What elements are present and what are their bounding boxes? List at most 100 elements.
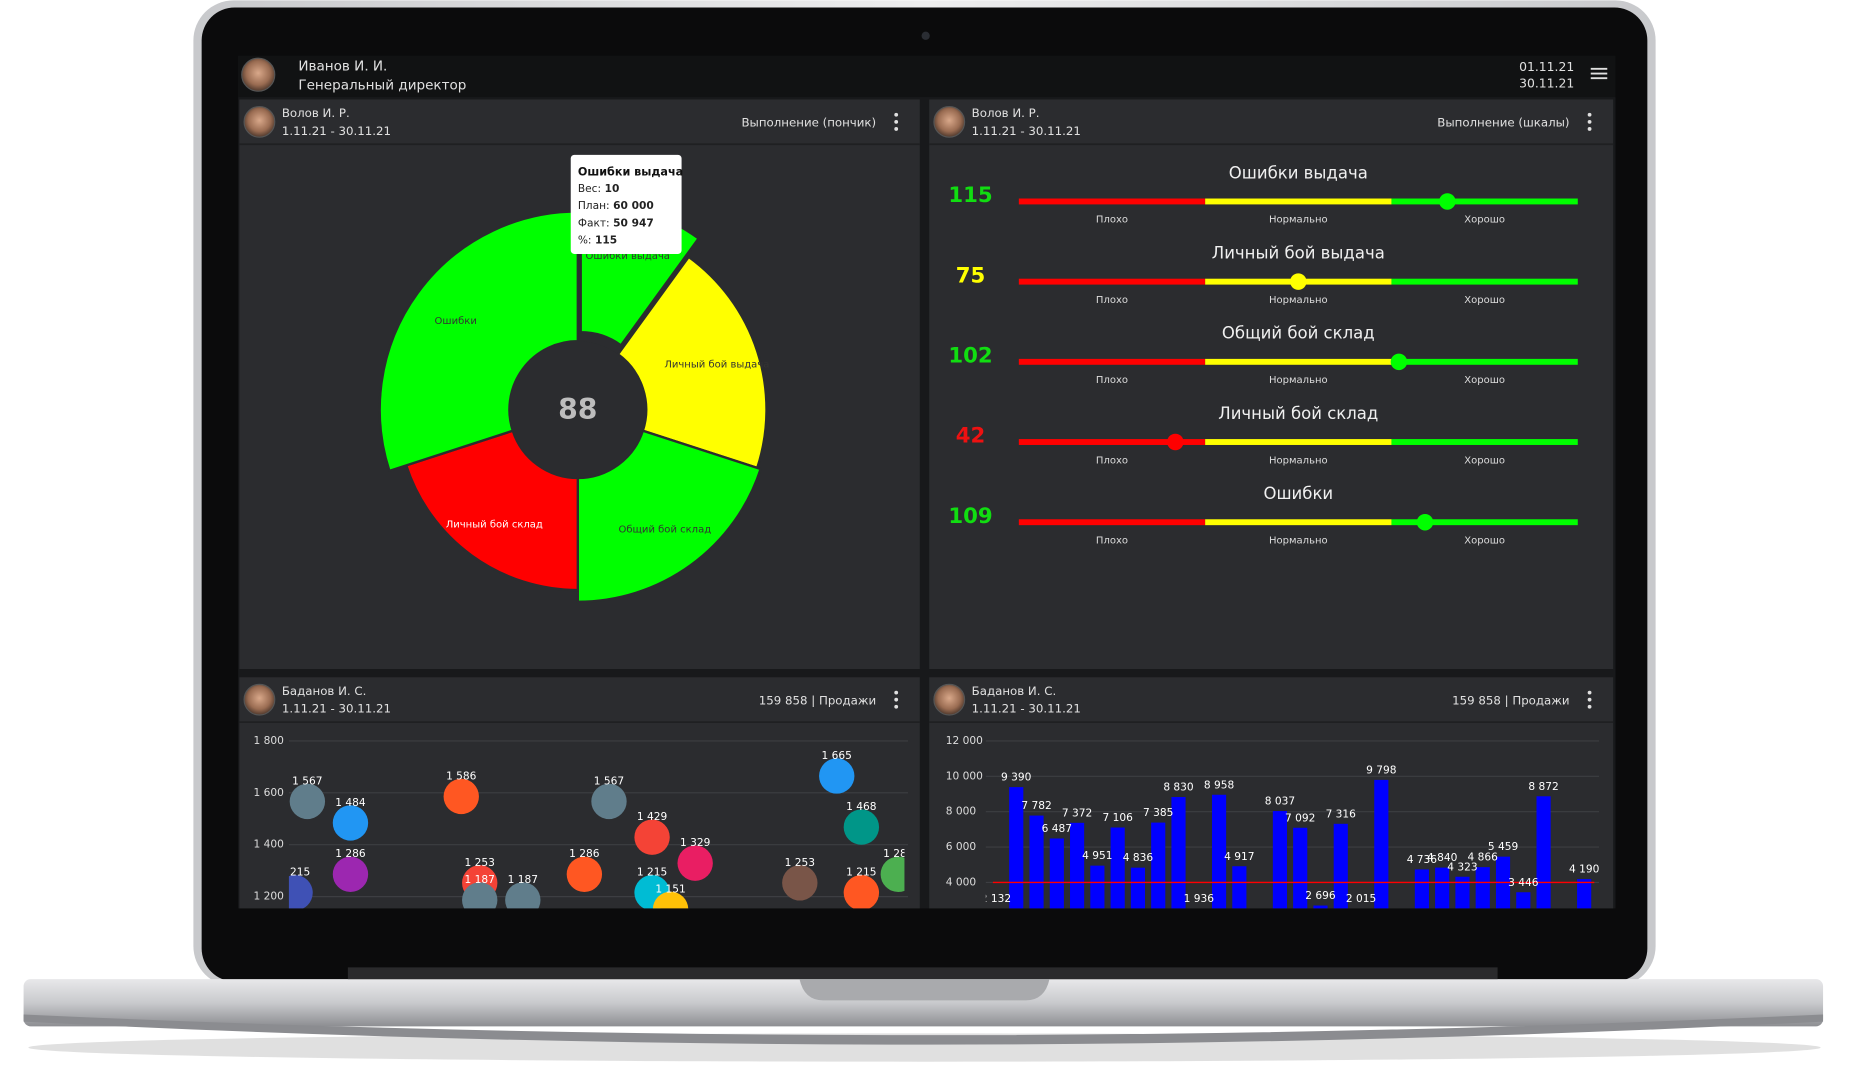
- center-value: 88: [558, 393, 597, 426]
- bubble: [652, 891, 689, 909]
- menu-button[interactable]: [1587, 112, 1592, 131]
- bar-label: 4 190: [1569, 863, 1600, 876]
- y-tick-label: 1 400: [254, 838, 285, 851]
- bubble: [677, 845, 713, 881]
- bubble-label: 1 665: [822, 749, 852, 762]
- menu-dot: [894, 112, 899, 117]
- gauge-band: [1205, 519, 1392, 526]
- bubble-label: 1 286: [335, 847, 366, 860]
- gauge-value: 109: [948, 504, 992, 529]
- bar-label: 4 840: [1427, 851, 1458, 864]
- bar-label: 5 459: [1488, 840, 1518, 853]
- segment-label: Личный бой склад: [446, 519, 543, 531]
- menu-dot: [894, 690, 899, 695]
- bubble-label: 1 429: [637, 810, 667, 823]
- gauge-band-label: Плохо: [1096, 455, 1128, 466]
- gauge-band-label: Нормально: [1269, 375, 1328, 386]
- menu-button[interactable]: [894, 112, 899, 131]
- gauge-title: Личный бой выдача: [1212, 243, 1385, 262]
- menu-button[interactable]: [1587, 690, 1592, 709]
- panel-bg: [929, 99, 1614, 670]
- bar-label: 7 092: [1285, 811, 1315, 824]
- panel-period: 1.11.21 - 30.11.21: [972, 702, 1081, 716]
- bubble-label: 1 586: [446, 769, 477, 782]
- bar-label: 9 390: [1001, 771, 1032, 784]
- bubble: [332, 805, 369, 841]
- bar-label: 9 798: [1366, 763, 1397, 776]
- tooltip-value: 115: [595, 233, 617, 246]
- gauge-title: Общий бой склад: [1222, 324, 1375, 343]
- bar-label: 7 372: [1062, 806, 1092, 819]
- panel: Волов И. Р. 1.11.21 - 30.11.21 Выполнение …: [929, 99, 1614, 670]
- panel-title: Выполнение (шкалы): [1437, 116, 1569, 130]
- bubble-label: 1 215: [846, 866, 876, 879]
- bubble-label: 1 187: [465, 873, 495, 886]
- bar: [1110, 827, 1125, 909]
- bar: [1029, 815, 1044, 909]
- bubble: [462, 882, 498, 909]
- menu-button[interactable]: [894, 690, 899, 709]
- avatar: [241, 57, 276, 92]
- gauge-band-label: Нормально: [1269, 535, 1328, 546]
- bar-label: 4 836: [1123, 851, 1154, 864]
- tooltip-value: 50 947: [613, 216, 654, 229]
- bar-label: 4 866: [1468, 851, 1499, 864]
- gauge-band-label: Хорошо: [1464, 375, 1505, 386]
- camera: [921, 31, 930, 40]
- bar: [1090, 865, 1105, 909]
- bubble-label: 1 484: [335, 796, 366, 809]
- gauge-band-label: Плохо: [1096, 375, 1128, 386]
- gauge-title: Личный бой склад: [1218, 404, 1378, 423]
- y-tick-label: 4 000: [946, 875, 977, 888]
- date-from: 01.11.21: [1519, 60, 1574, 74]
- bar: [1171, 797, 1186, 909]
- notch: [799, 979, 1050, 1001]
- menu-dot: [1587, 704, 1592, 709]
- bar-label: 8 830: [1163, 781, 1194, 794]
- plot-area: 1 215 1 567 1 484 1 286 1 586 1 253 1 187 1 187…: [288, 749, 905, 909]
- gauge-band: [1205, 358, 1392, 365]
- menu-dot: [1587, 127, 1592, 131]
- gauge-band: [1391, 439, 1578, 445]
- tooltip-row: План: 60 000: [578, 199, 654, 212]
- bubble-label: 1 253: [465, 856, 495, 869]
- bar: [1009, 787, 1024, 909]
- menu-dot: [894, 697, 899, 702]
- gauge-band: [1391, 198, 1578, 205]
- y-tick-label: 10 000: [946, 769, 983, 782]
- gauge-band-label: Нормально: [1269, 455, 1328, 466]
- bar: [1455, 876, 1470, 909]
- tooltip-value: 10: [605, 182, 620, 195]
- panel: Баданов И. С. 1.11.21 - 30.11.21 159 858 |…: [929, 677, 1614, 909]
- bar: [1070, 822, 1085, 909]
- y-tick-label: 1 600: [254, 786, 285, 799]
- bubble: [505, 882, 541, 909]
- bar: [1577, 879, 1592, 909]
- y-tick-label: 1 800: [254, 734, 285, 747]
- tooltip-label: %:: [578, 233, 592, 246]
- bubble-label: 1 329: [680, 836, 710, 849]
- tooltip-label: Вес:: [578, 182, 601, 195]
- gauge-band-label: Хорошо: [1464, 215, 1505, 226]
- menu-dot: [1587, 690, 1592, 695]
- tooltip-label: План:: [578, 199, 610, 212]
- hamburger-menu[interactable]: [1590, 67, 1608, 80]
- gauge-band-label: Нормально: [1269, 215, 1328, 226]
- bubble: [443, 778, 479, 815]
- tooltip-row: Факт: 50 947: [578, 216, 654, 229]
- bubble: [634, 819, 670, 855]
- bubble: [782, 865, 818, 901]
- tooltip-row: Вес: 10: [578, 182, 620, 195]
- gauge-band: [1391, 519, 1578, 526]
- gauge-band-label: Хорошо: [1464, 455, 1505, 466]
- panel: Волов И. Р. 1.11.21 - 30.11.21 Выполнение …: [239, 99, 920, 670]
- bar-label: 2 696: [1305, 889, 1336, 902]
- shadow: [28, 1033, 1821, 1062]
- base-edge: [23, 1014, 1824, 1045]
- tooltip-value: 60 000: [613, 199, 654, 212]
- bar: [1151, 822, 1166, 909]
- bar: [1435, 867, 1450, 909]
- user-name: Иванов И. И.: [298, 58, 387, 74]
- top-bar: [238, 55, 1616, 98]
